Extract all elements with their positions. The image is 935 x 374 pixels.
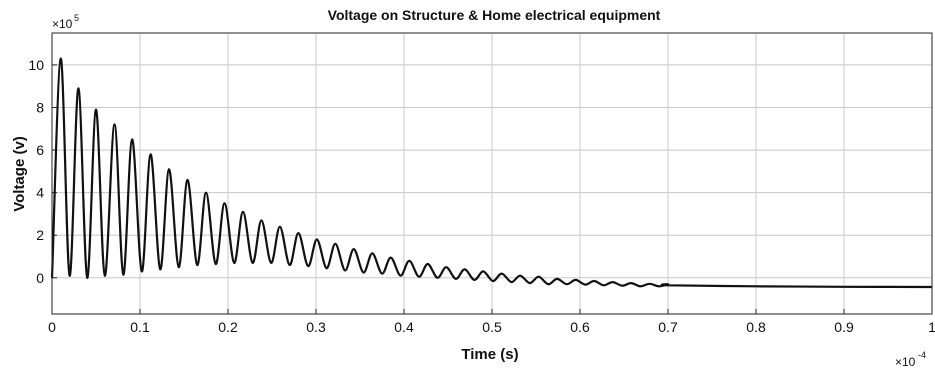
series-group <box>50 57 933 289</box>
y-tick-label: 6 <box>36 142 44 158</box>
x-tick-label: 0.9 <box>834 319 854 335</box>
x-axis-multiplier: ×10 -4 <box>895 350 926 369</box>
x-tick-label: 0 <box>48 319 56 335</box>
y-tick-label: 4 <box>36 185 44 201</box>
x-tick-label: 0.7 <box>658 319 678 335</box>
y-tick-label: 2 <box>36 227 44 243</box>
x-tick-label: 0.4 <box>394 319 414 335</box>
x-multiplier-exponent: -4 <box>918 350 926 360</box>
y-axis-multiplier: ×10 5 <box>52 13 79 31</box>
x-tick-label: 0.5 <box>482 319 502 335</box>
x-tick-label: 0.2 <box>218 319 238 335</box>
x-axis-label: Time (s) <box>461 346 518 363</box>
voltage-series-line <box>50 57 933 289</box>
x-multiplier-base: ×10 <box>895 355 916 369</box>
x-tick-label: 1 <box>928 319 935 335</box>
x-tick-label: 0.1 <box>130 319 150 335</box>
x-tick-label: 0.3 <box>306 319 326 335</box>
x-tick-label: 0.8 <box>746 319 766 335</box>
plot-frame <box>51 32 933 315</box>
y-tick-label: 10 <box>28 57 44 73</box>
y-tick-label: 8 <box>36 100 44 116</box>
y-multiplier-exponent: 5 <box>74 13 79 23</box>
x-tick-label: 0.6 <box>570 319 590 335</box>
y-tick-label: 0 <box>36 270 44 286</box>
y-multiplier-base: ×10 <box>52 17 73 31</box>
y-axis-label: Voltage (v) <box>11 136 28 212</box>
chart-title: Voltage on Structure & Home electrical e… <box>328 7 661 23</box>
